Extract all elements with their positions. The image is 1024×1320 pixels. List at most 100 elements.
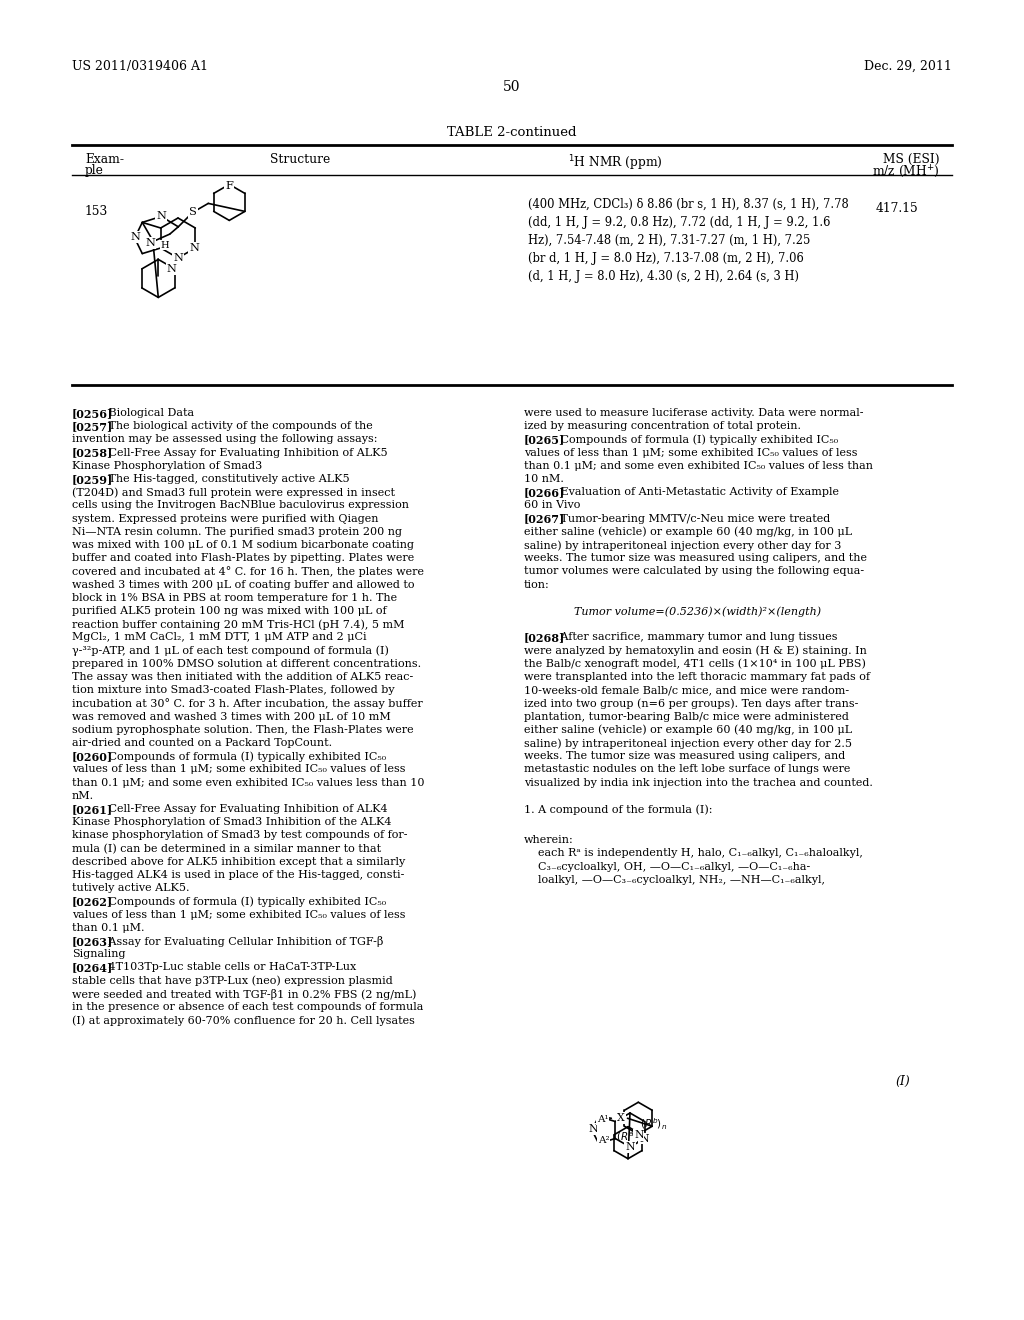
Text: N: N: [167, 264, 177, 275]
Text: Ni—NTA resin column. The purified smad3 protein 200 ng: Ni—NTA resin column. The purified smad3 …: [72, 527, 402, 537]
Text: sodium pyrophosphate solution. Then, the Flash-Plates were: sodium pyrophosphate solution. Then, the…: [72, 725, 414, 735]
Text: $(R^a)_m$: $(R^a)_m$: [616, 1130, 645, 1143]
Text: ple: ple: [85, 164, 103, 177]
Text: [0262]: [0262]: [72, 896, 113, 907]
Text: reaction buffer containing 20 mM Tris-HCl (pH 7.4), 5 mM: reaction buffer containing 20 mM Tris-HC…: [72, 619, 404, 630]
Text: [0258]: [0258]: [72, 447, 114, 458]
Text: than 0.1 μM.: than 0.1 μM.: [72, 923, 144, 933]
Text: weeks. The tumor size was measured using calipers, and the: weeks. The tumor size was measured using…: [524, 553, 867, 564]
Text: 10-weeks-old female Balb/c mice, and mice were random-: 10-weeks-old female Balb/c mice, and mic…: [524, 685, 849, 696]
Text: air-dried and counted on a Packard TopCount.: air-dried and counted on a Packard TopCo…: [72, 738, 332, 748]
Text: (400 MHz, CDCl₃) δ 8.86 (br s, 1 H), 8.37 (s, 1 H), 7.78
(dd, 1 H, J = 9.2, 0.8 : (400 MHz, CDCl₃) δ 8.86 (br s, 1 H), 8.3…: [528, 198, 849, 282]
Text: were transplanted into the left thoracic mammary fat pads of: were transplanted into the left thoracic…: [524, 672, 870, 682]
Text: $^{1}$H NMR (ppm): $^{1}$H NMR (ppm): [567, 153, 663, 173]
Text: Assay for Evaluating Cellular Inhibition of TGF-β: Assay for Evaluating Cellular Inhibition…: [98, 936, 384, 946]
Text: [0256]: [0256]: [72, 408, 114, 418]
Text: Cell-Free Assay for Evaluating Inhibition of ALK4: Cell-Free Assay for Evaluating Inhibitio…: [98, 804, 388, 814]
Text: were used to measure luciferase activity. Data were normal-: were used to measure luciferase activity…: [524, 408, 863, 418]
Text: values of less than 1 μM; some exhibited IC₅₀ values of less: values of less than 1 μM; some exhibited…: [524, 447, 857, 458]
Text: incubation at 30° C. for 3 h. After incubation, the assay buffer: incubation at 30° C. for 3 h. After incu…: [72, 698, 423, 709]
Text: ized into two group (n=6 per groups). Ten days after trans-: ized into two group (n=6 per groups). Te…: [524, 698, 858, 709]
Text: [0266]: [0266]: [524, 487, 565, 498]
Text: Tumor volume=(0.5236)×(width)²×(length): Tumor volume=(0.5236)×(width)²×(length): [574, 606, 821, 616]
Text: N: N: [626, 1142, 635, 1152]
Text: N: N: [588, 1125, 598, 1134]
Text: TABLE 2-continued: TABLE 2-continued: [447, 125, 577, 139]
Text: N: N: [173, 253, 183, 263]
Text: nM.: nM.: [72, 791, 94, 801]
Text: saline) by intraperitoneal injection every other day for 2.5: saline) by intraperitoneal injection eve…: [524, 738, 852, 748]
Text: Cell-Free Assay for Evaluating Inhibition of ALK5: Cell-Free Assay for Evaluating Inhibitio…: [98, 447, 388, 458]
Text: F: F: [225, 181, 233, 191]
Text: either saline (vehicle) or example 60 (40 mg/kg, in 100 μL: either saline (vehicle) or example 60 (4…: [524, 527, 852, 537]
Text: The biological activity of the compounds of the: The biological activity of the compounds…: [98, 421, 373, 432]
Text: described above for ALK5 inhibition except that a similarly: described above for ALK5 inhibition exce…: [72, 857, 406, 867]
Text: buffer and coated into Flash-Plates by pipetting. Plates were: buffer and coated into Flash-Plates by p…: [72, 553, 415, 564]
Text: MS (ESI): MS (ESI): [884, 153, 940, 166]
Text: [0265]: [0265]: [524, 434, 565, 445]
Text: (T204D) and Smad3 full protein were expressed in insect: (T204D) and Smad3 full protein were expr…: [72, 487, 395, 498]
Text: plantation, tumor-bearing Balb/c mice were administered: plantation, tumor-bearing Balb/c mice we…: [524, 711, 849, 722]
Text: N: N: [639, 1134, 648, 1143]
Text: A¹: A¹: [597, 1115, 608, 1123]
Text: visualized by india ink injection into the trachea and counted.: visualized by india ink injection into t…: [524, 777, 872, 788]
Text: (I): (I): [895, 1074, 910, 1088]
Text: mula (I) can be determined in a similar manner to that: mula (I) can be determined in a similar …: [72, 843, 381, 854]
Text: the Balb/c xenograft model, 4T1 cells (1×10⁴ in 100 μL PBS): the Balb/c xenograft model, 4T1 cells (1…: [524, 659, 866, 669]
Text: weeks. The tumor size was measured using calipers, and: weeks. The tumor size was measured using…: [524, 751, 845, 762]
Text: [0257]: [0257]: [72, 421, 114, 432]
Text: S: S: [188, 207, 197, 218]
Text: kinase phosphorylation of Smad3 by test compounds of for-: kinase phosphorylation of Smad3 by test …: [72, 830, 408, 841]
Text: 10 nM.: 10 nM.: [524, 474, 564, 484]
Text: 1. A compound of the formula (I):: 1. A compound of the formula (I):: [524, 804, 713, 814]
Text: [0260]: [0260]: [72, 751, 113, 762]
Text: were seeded and treated with TGF-β1 in 0.2% FBS (2 ng/mL): were seeded and treated with TGF-β1 in 0…: [72, 989, 417, 999]
Text: [0267]: [0267]: [524, 513, 565, 524]
Text: X: X: [617, 1113, 625, 1123]
Text: loalkyl, —O—C₃₋₆cycloalkyl, NH₂, —NH—C₁₋₆alkyl,: loalkyl, —O—C₃₋₆cycloalkyl, NH₂, —NH—C₁₋…: [524, 875, 825, 884]
Text: $(R^b)_n$: $(R^b)_n$: [640, 1117, 668, 1133]
Text: N: N: [189, 243, 200, 253]
Text: each Rᵃ is independently H, halo, C₁₋₆alkyl, C₁₋₆haloalkyl,: each Rᵃ is independently H, halo, C₁₋₆al…: [524, 849, 863, 858]
Text: tumor volumes were calculated by using the following equa-: tumor volumes were calculated by using t…: [524, 566, 864, 577]
Text: [0259]: [0259]: [72, 474, 114, 484]
Text: ized by measuring concentration of total protein.: ized by measuring concentration of total…: [524, 421, 801, 432]
Text: than 0.1 μM; and some even exhibited IC₅₀ values of less than: than 0.1 μM; and some even exhibited IC₅…: [524, 461, 873, 471]
Text: Tumor-bearing MMTV/c-Neu mice were treated: Tumor-bearing MMTV/c-Neu mice were treat…: [551, 513, 830, 524]
Text: The His-tagged, constitutively active ALK5: The His-tagged, constitutively active AL…: [98, 474, 350, 484]
Text: C₃₋₆cycloalkyl, OH, —O—C₁₋₆alkyl, —O—C₁₋₆ha-: C₃₋₆cycloalkyl, OH, —O—C₁₋₆alkyl, —O—C₁₋…: [524, 862, 810, 871]
Text: [0261]: [0261]: [72, 804, 113, 814]
Text: N: N: [145, 239, 156, 248]
Text: N: N: [634, 1130, 644, 1139]
Text: either saline (vehicle) or example 60 (40 mg/kg, in 100 μL: either saline (vehicle) or example 60 (4…: [524, 725, 852, 735]
Text: covered and incubated at 4° C. for 16 h. Then, the plates were: covered and incubated at 4° C. for 16 h.…: [72, 566, 424, 577]
Text: 4T103Tp-Luc stable cells or HaCaT-3TP-Lux: 4T103Tp-Luc stable cells or HaCaT-3TP-Lu…: [98, 962, 356, 973]
Text: Compounds of formula (I) typically exhibited IC₅₀: Compounds of formula (I) typically exhib…: [551, 434, 839, 445]
Text: 153: 153: [85, 205, 109, 218]
Text: was removed and washed 3 times with 200 μL of 10 mM: was removed and washed 3 times with 200 …: [72, 711, 391, 722]
Text: cells using the Invitrogen BacNBlue baculovirus expression: cells using the Invitrogen BacNBlue bacu…: [72, 500, 409, 511]
Text: [0264]: [0264]: [72, 962, 114, 973]
Text: [0268]: [0268]: [524, 632, 565, 643]
Text: 60 in Vivo: 60 in Vivo: [524, 500, 581, 511]
Text: Compounds of formula (I) typically exhibited IC₅₀: Compounds of formula (I) typically exhib…: [98, 751, 386, 762]
Text: was mixed with 100 μL of 0.1 M sodium bicarbonate coating: was mixed with 100 μL of 0.1 M sodium bi…: [72, 540, 414, 550]
Text: US 2011/0319406 A1: US 2011/0319406 A1: [72, 59, 208, 73]
Text: wherein:: wherein:: [524, 836, 573, 845]
Text: (I) at approximately 60-70% confluence for 20 h. Cell lysates: (I) at approximately 60-70% confluence f…: [72, 1015, 415, 1026]
Text: N: N: [131, 232, 140, 242]
Text: invention may be assessed using the following assays:: invention may be assessed using the foll…: [72, 434, 378, 445]
Text: stable cells that have p3TP-Lux (neo) expression plasmid: stable cells that have p3TP-Lux (neo) ex…: [72, 975, 393, 986]
Text: H: H: [161, 242, 169, 249]
Text: 50: 50: [503, 81, 521, 94]
Text: saline) by intraperitoneal injection every other day for 3: saline) by intraperitoneal injection eve…: [524, 540, 842, 550]
Text: Compounds of formula (I) typically exhibited IC₅₀: Compounds of formula (I) typically exhib…: [98, 896, 386, 907]
Text: tion mixture into Smad3-coated Flash-Plates, followed by: tion mixture into Smad3-coated Flash-Pla…: [72, 685, 394, 696]
Text: A²: A²: [598, 1137, 609, 1144]
Text: were analyzed by hematoxylin and eosin (H & E) staining. In: were analyzed by hematoxylin and eosin (…: [524, 645, 867, 656]
Text: washed 3 times with 200 μL of coating buffer and allowed to: washed 3 times with 200 μL of coating bu…: [72, 579, 415, 590]
Text: system. Expressed proteins were purified with Qiagen: system. Expressed proteins were purified…: [72, 513, 379, 524]
Text: Structure: Structure: [270, 153, 330, 166]
Text: metastastic nodules on the left lobe surface of lungs were: metastastic nodules on the left lobe sur…: [524, 764, 850, 775]
Text: purified ALK5 protein 100 ng was mixed with 100 μL of: purified ALK5 protein 100 ng was mixed w…: [72, 606, 387, 616]
